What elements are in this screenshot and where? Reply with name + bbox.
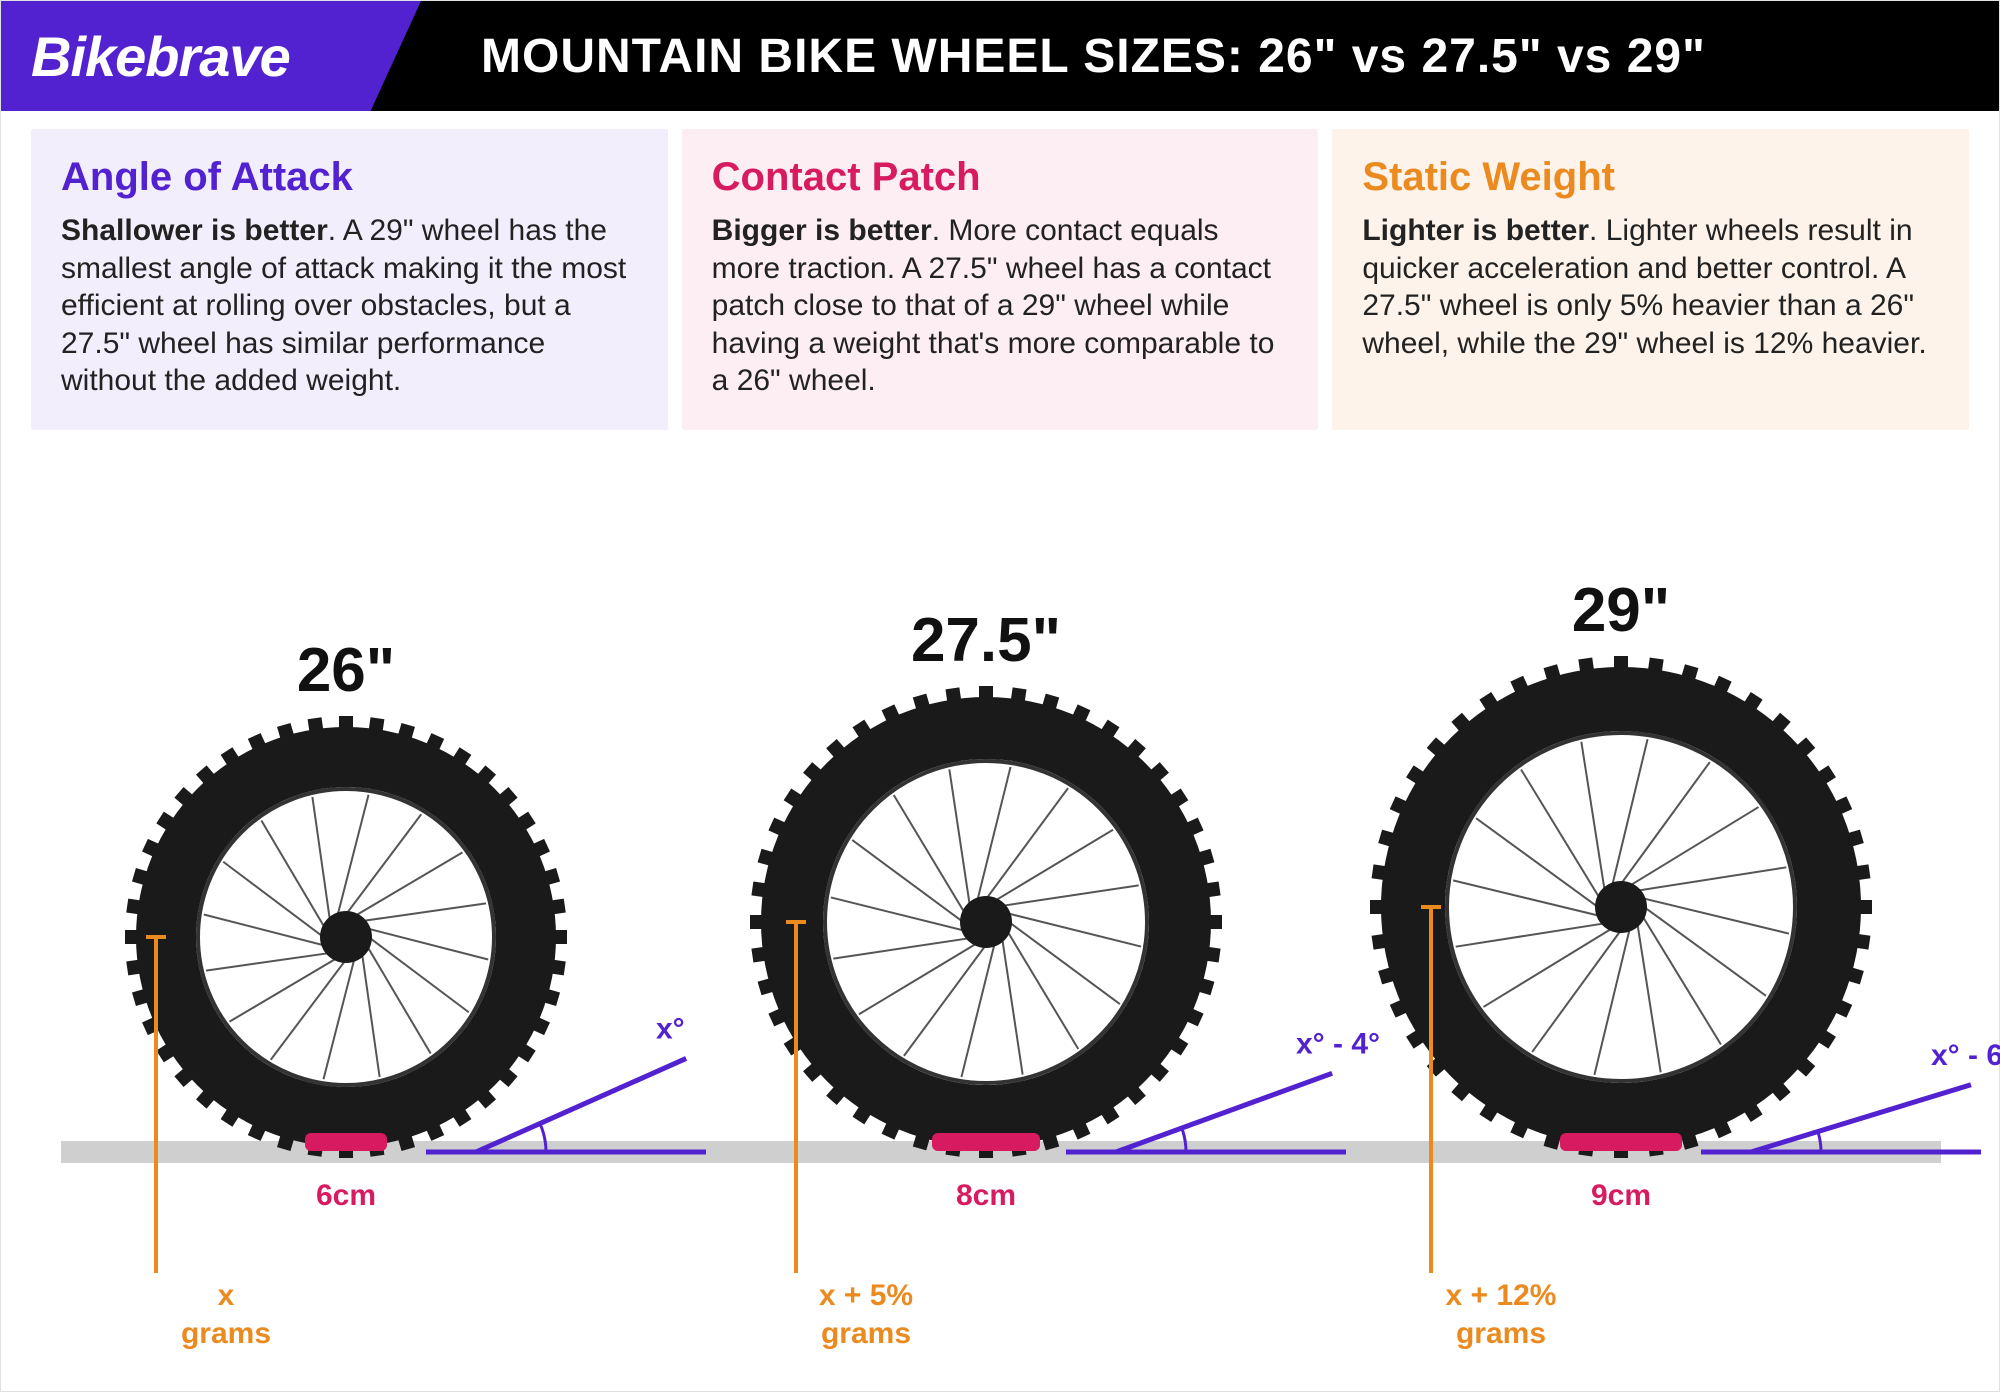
angle-arc — [1182, 1128, 1186, 1152]
weight-label-1: x + 12% — [1446, 1279, 1557, 1312]
tire-inner-cut — [1445, 731, 1797, 1083]
rim — [825, 761, 1147, 1083]
card-body: Shallower is better. A 29" wheel has the… — [61, 212, 638, 400]
header: Bikebrave MOUNTAIN BIKE WHEEL SIZES: 26"… — [1, 1, 1999, 111]
tire-tread — [125, 716, 567, 1158]
card-contact-patch: Contact Patch Bigger is better. More con… — [682, 129, 1319, 430]
hub — [320, 911, 372, 963]
rim — [198, 789, 494, 1085]
weight-label-2: grams — [1456, 1317, 1546, 1350]
tire-outer — [761, 697, 1211, 1147]
wheel-size-label: 26" — [297, 636, 395, 705]
contact-patch — [1560, 1133, 1682, 1151]
hub — [960, 896, 1012, 948]
card-heading: Angle of Attack — [61, 155, 638, 200]
spokes — [204, 795, 488, 1079]
card-body: Lighter is better. Lighter wheels result… — [1362, 212, 1939, 362]
card-angle-of-attack: Angle of Attack Shallower is better. A 2… — [31, 129, 668, 430]
card-static-weight: Static Weight Lighter is better. Lighter… — [1332, 129, 1969, 430]
brand-badge: Bikebrave — [1, 1, 421, 111]
info-cards-row: Angle of Attack Shallower is better. A 2… — [1, 111, 1999, 430]
hub — [1595, 881, 1647, 933]
wheel-27.5": 27.5" — [750, 606, 1222, 1158]
page-title: MOUNTAIN BIKE WHEEL SIZES: 26" vs 27.5" … — [481, 29, 1706, 84]
tire-outer — [136, 727, 556, 1147]
angle-arc — [1818, 1132, 1821, 1152]
ground-bar — [61, 1141, 1941, 1163]
spokes — [1453, 739, 1789, 1075]
tire-tread — [1370, 656, 1872, 1158]
angle-label: x° — [656, 1012, 685, 1045]
weight-label-2: grams — [821, 1317, 911, 1350]
card-heading: Contact Patch — [712, 155, 1289, 200]
weight-label-1: x + 5% — [819, 1279, 913, 1312]
contact-patch-label: 9cm — [1591, 1179, 1651, 1212]
contact-patch — [932, 1133, 1040, 1151]
tire-tread — [750, 686, 1222, 1158]
brand-logo: Bikebrave — [31, 24, 290, 89]
spokes — [831, 767, 1141, 1077]
card-body: Bigger is better. More contact equals mo… — [712, 212, 1289, 400]
weight-label-2: grams — [181, 1317, 271, 1350]
contact-patch-label: 8cm — [956, 1179, 1016, 1212]
tire-inner-cut — [196, 787, 496, 1087]
rim — [1447, 733, 1795, 1081]
wheel-26": 26" — [125, 636, 567, 1158]
angle-label: x° - 6° — [1931, 1039, 2000, 1072]
angle-line — [476, 1058, 686, 1152]
card-heading: Static Weight — [1362, 155, 1939, 200]
wheel-size-label: 29" — [1572, 576, 1670, 645]
weight-label-1: x — [218, 1279, 235, 1312]
angle-line — [1116, 1073, 1332, 1152]
wheel-29": 29" — [1370, 576, 1872, 1158]
angle-line — [1751, 1085, 1971, 1152]
angle-label: x° - 4° — [1296, 1027, 1380, 1060]
contact-patch — [305, 1133, 387, 1151]
tire-inner-cut — [823, 759, 1149, 1085]
wheel-size-label: 27.5" — [911, 606, 1061, 675]
angle-arc — [540, 1124, 546, 1152]
contact-patch-label: 6cm — [316, 1179, 376, 1212]
tire-outer — [1381, 667, 1861, 1147]
